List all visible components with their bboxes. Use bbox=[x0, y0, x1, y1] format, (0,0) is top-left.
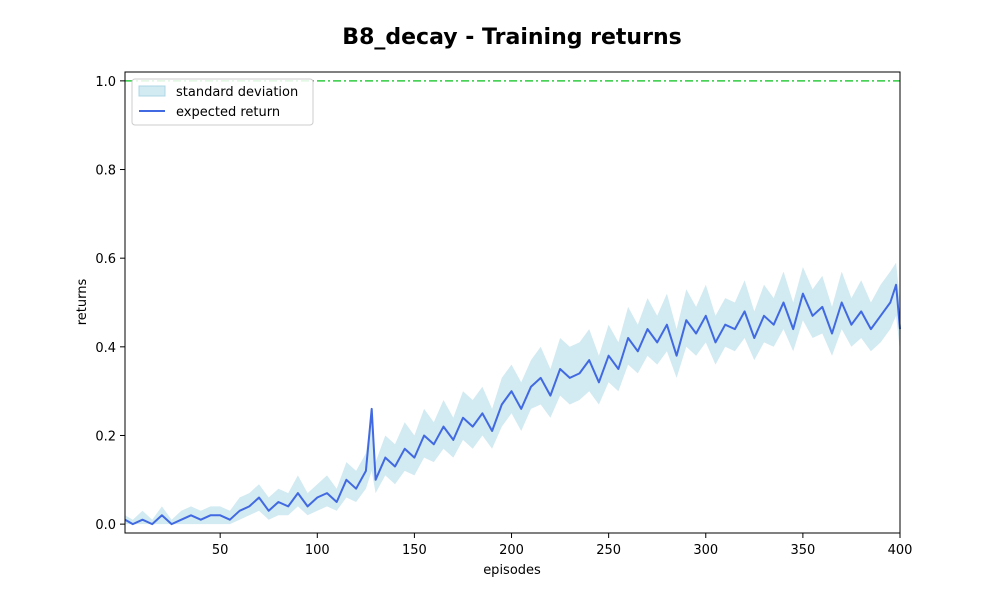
legend-swatch-standard-deviation bbox=[138, 85, 166, 97]
x-axis-ticks: 50 100 150 200 250 300 350 400 bbox=[212, 533, 913, 558]
legend-box bbox=[131, 78, 314, 126]
legend-label-standard-deviation: standard deviation bbox=[176, 85, 298, 100]
legend: standard deviation expected return bbox=[131, 78, 314, 126]
chart-title: B8_decay - Training returns bbox=[342, 25, 681, 50]
x-axis-label: episodes bbox=[483, 563, 541, 578]
y-tick-label: 0.2 bbox=[95, 429, 116, 444]
plot-area bbox=[124, 71, 901, 534]
x-tick-label: 350 bbox=[790, 543, 815, 558]
y-axis-ticks: 0.0 0.2 0.4 0.6 0.8 1.0 bbox=[95, 75, 125, 533]
x-tick-label: 400 bbox=[888, 543, 913, 558]
plot-border bbox=[124, 71, 901, 534]
x-tick-label: 50 bbox=[212, 543, 229, 558]
y-tick-label: 0.8 bbox=[95, 164, 116, 179]
y-tick-label: 0.6 bbox=[95, 252, 116, 267]
x-tick-label: 150 bbox=[402, 543, 427, 558]
x-tick-label: 100 bbox=[305, 543, 330, 558]
expected-return-line-layer bbox=[124, 283, 901, 526]
y-axis-label: returns bbox=[75, 279, 90, 326]
x-tick-label: 200 bbox=[499, 543, 524, 558]
x-tick-label: 250 bbox=[596, 543, 621, 558]
y-tick-label: 1.0 bbox=[95, 75, 116, 90]
y-tick-label: 0.4 bbox=[95, 341, 116, 356]
x-tick-label: 300 bbox=[693, 543, 718, 558]
expected-return-line bbox=[124, 283, 901, 526]
y-tick-label: 0.0 bbox=[95, 518, 116, 533]
legend-label-expected-return: expected return bbox=[176, 105, 280, 120]
